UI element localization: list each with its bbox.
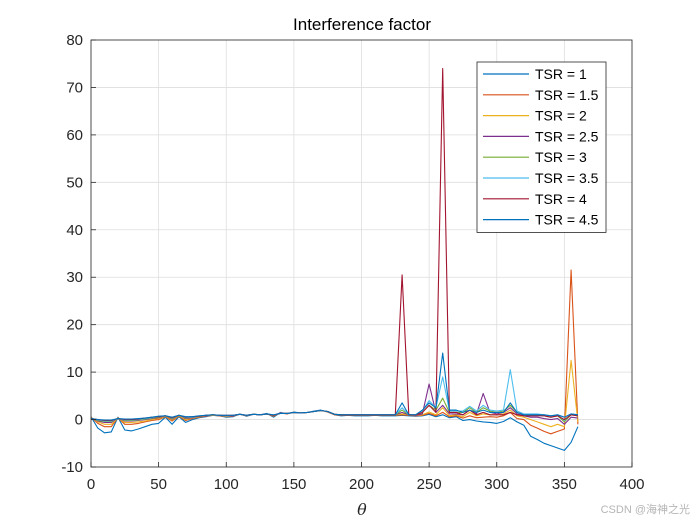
legend-label: TSR = 2 — [535, 108, 587, 124]
legend-label: TSR = 3 — [535, 149, 587, 165]
legend-label: TSR = 2.5 — [535, 128, 599, 144]
watermark: CSDN @海神之光 — [600, 504, 690, 516]
x-tick-label: 300 — [484, 476, 509, 493]
axis-ticks: 0 50 100 150 200 250 300 350 400-100102030405060… — [61, 32, 644, 493]
y-tick-label: 80 — [66, 32, 83, 49]
x-tick-label: 400 — [619, 476, 644, 493]
y-tick-label: 70 — [66, 79, 83, 96]
legend-label: TSR = 3.5 — [535, 170, 599, 186]
y-tick-label: 40 — [66, 222, 83, 239]
y-tick-label: 10 — [66, 364, 83, 381]
y-tick-label: 0 — [75, 412, 83, 429]
y-tick-label: 30 — [66, 269, 83, 286]
series-line-8 — [90, 352, 578, 421]
x-tick-label: 0 — [87, 476, 95, 493]
x-axis-label: θ — [357, 500, 367, 519]
legend-box — [476, 61, 607, 233]
legend-label: TSR = 1.5 — [535, 87, 599, 103]
x-tick-label: 200 — [349, 476, 374, 493]
x-tick-label: 250 — [417, 476, 442, 493]
chart-title: Interference factor — [293, 15, 431, 34]
y-tick-label: 60 — [66, 127, 83, 144]
legend-label: TSR = 4.5 — [535, 212, 599, 228]
legend-label: TSR = 1 — [535, 66, 587, 82]
legend-label: TSR = 4 — [535, 191, 587, 207]
x-tick-label: 100 — [214, 476, 239, 493]
x-tick-label: 150 — [281, 476, 306, 493]
x-tick-label: 350 — [552, 476, 577, 493]
series-layer — [90, 67, 579, 451]
legend: TSR = 1 TSR = 1.5 TSR = 2 TSR = 2.5 TSR = 3 T… — [476, 61, 607, 233]
y-tick-label: 50 — [66, 174, 83, 191]
y-tick-label: -10 — [61, 459, 83, 476]
x-tick-label: 50 — [150, 476, 167, 493]
y-tick-label: 20 — [66, 317, 83, 334]
